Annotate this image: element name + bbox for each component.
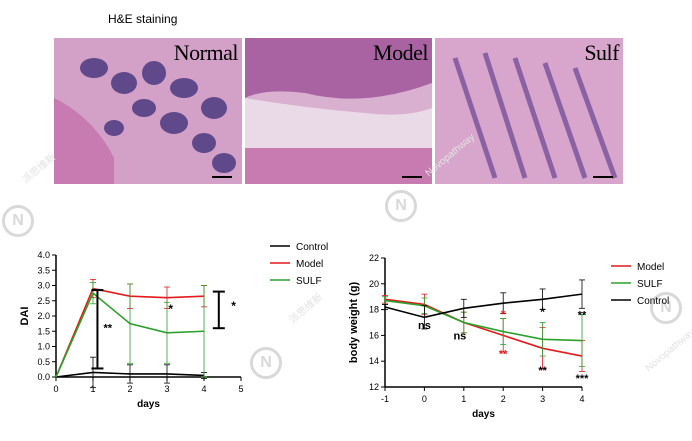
x-tick-label: 1 [90,384,95,394]
y-tick-label: 20 [369,279,379,289]
legend-label-model: Model [296,259,323,270]
significance-marker: ** [104,322,113,334]
y-tick-label: 18 [369,305,379,315]
he-panel-normal: Normal [54,38,242,184]
y-tick-label: 2.5 [37,296,50,306]
y-tick-label: 0.0 [37,372,50,382]
panel-label-normal: Normal [173,40,239,65]
significance-marker: ** [538,365,547,377]
significance-marker: ns [418,320,431,332]
significance-marker: ns [453,330,466,342]
watermark-logo: N [650,292,682,324]
y-tick-label: 3.5 [37,265,50,275]
y-tick-label: 12 [369,382,379,392]
he-image-model [245,38,432,184]
he-image-normal [54,38,242,184]
x-axis-label: days [137,399,160,410]
significance-marker: * [168,302,173,316]
he-panel-sulf: Sulf [435,38,623,184]
y-axis-label: body weight (g) [348,282,360,364]
he-image-sulf [435,38,623,184]
series-line-model [384,298,583,357]
significance-marker: ** [578,310,587,322]
scale-bar [402,176,422,178]
watermark-logo: N [2,205,34,237]
x-tick-label: 5 [238,384,243,394]
watermark-text: 派思维新 [20,151,59,187]
y-tick-label: 14 [369,356,379,366]
x-tick-label: 4 [579,394,584,404]
legend-label-sulf: SULF [296,276,322,287]
x-tick-label: 3 [164,384,169,394]
panel-label-sulf: Sulf [584,40,619,65]
figure-title: H&E staining [108,12,178,26]
significance-marker: ** [499,348,508,360]
x-axis-label: days [472,409,495,420]
x-tick-label: 2 [127,384,132,394]
series-line-control [384,293,583,319]
y-tick-label: 4.0 [37,250,50,260]
panel-label-model: Model [373,40,428,65]
legend-label-control: Control [637,296,669,307]
y-tick-label: 1.5 [37,326,50,336]
series-line-sulf [384,299,583,342]
y-tick-label: 22 [369,253,379,263]
legend-label-model: Model [637,262,664,273]
y-tick-label: 2.0 [37,311,50,321]
y-tick-label: 3.0 [37,281,50,291]
x-tick-label: 1 [461,394,466,404]
watermark-logo: N [250,347,282,379]
he-panel-model: Model [245,38,432,184]
significance-marker: * [231,299,236,313]
legend-label-control: Control [296,242,328,253]
x-tick-label: 4 [201,384,206,394]
watermark-logo: N [385,190,417,222]
scale-bar [593,176,613,178]
significance-marker: *** [576,373,590,385]
y-tick-label: 16 [369,330,379,340]
y-tick-label: 0.5 [37,357,50,367]
legend-label-sulf: SULF [637,279,663,290]
scale-bar [212,176,232,178]
x-tick-label: 3 [540,394,545,404]
x-tick-label: -1 [381,394,389,404]
y-axis-label: DAI [19,307,31,326]
significance-marker: * [540,305,545,319]
x-tick-label: 2 [501,394,506,404]
significance-marker: * [501,308,506,322]
y-tick-label: 1.0 [37,342,50,352]
dai-chart: 0 1 2 3 4 5 0.0 0.5 1.0 1.5 2.0 2.5 3.0 3.5 4.0 days DAI… [19,242,328,410]
x-tick-label: 0 [422,394,427,404]
x-tick-label: 0 [53,384,58,394]
